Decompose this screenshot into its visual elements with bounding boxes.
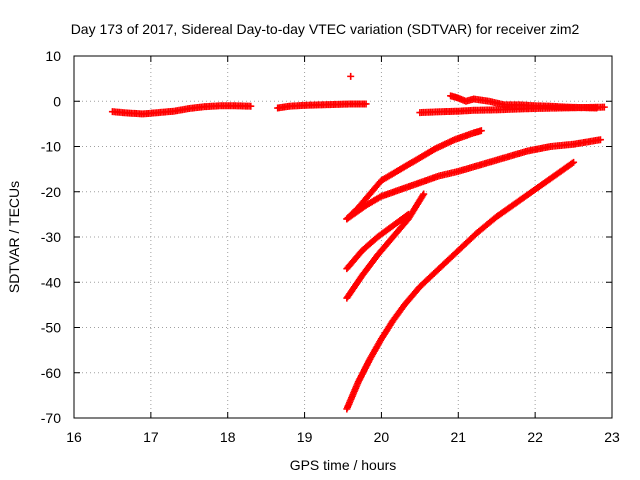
x-tick-label: 18 (220, 429, 236, 445)
data-points (108, 72, 608, 413)
data-point (419, 191, 427, 199)
tick-labels: 16 17 18 19 20 21 22 23 10 0 -10 -20 -30 -40 -50 -60 -70 (41, 48, 620, 445)
data-point (596, 136, 604, 144)
y-tick-label: -20 (41, 184, 61, 200)
plot-frame (73, 55, 613, 419)
y-tick-label: -50 (41, 320, 61, 336)
y-tick-label: 0 (53, 93, 61, 109)
x-tick-label: 22 (527, 429, 543, 445)
grid (74, 56, 612, 418)
data-point (420, 190, 428, 198)
data-point (593, 104, 601, 112)
data-point (570, 158, 578, 166)
x-tick-label: 17 (143, 429, 159, 445)
y-tick-label: -40 (41, 274, 61, 290)
y-tick-label: -10 (41, 139, 61, 155)
x-tick-label: 19 (297, 429, 313, 445)
y-tick-label: -60 (41, 365, 61, 381)
data-point (600, 103, 608, 111)
data-point (347, 72, 355, 80)
x-tick-label: 20 (374, 429, 390, 445)
x-tick-label: 21 (450, 429, 466, 445)
data-point (568, 159, 576, 167)
data-point (477, 127, 485, 135)
y-tick-label: 10 (45, 48, 61, 64)
x-axis-label: GPS time / hours (290, 457, 397, 473)
y-axis-label: SDTVAR / TECUs (6, 181, 22, 293)
y-tick-label: -30 (41, 229, 61, 245)
y-tick-label: -70 (41, 410, 61, 426)
x-tick-label: 16 (66, 429, 82, 445)
data-point (247, 102, 255, 110)
x-tick-label: 23 (604, 429, 620, 445)
data-point (362, 100, 370, 108)
chart-title: Day 173 of 2017, Sidereal Day-to-day VTE… (71, 21, 580, 37)
